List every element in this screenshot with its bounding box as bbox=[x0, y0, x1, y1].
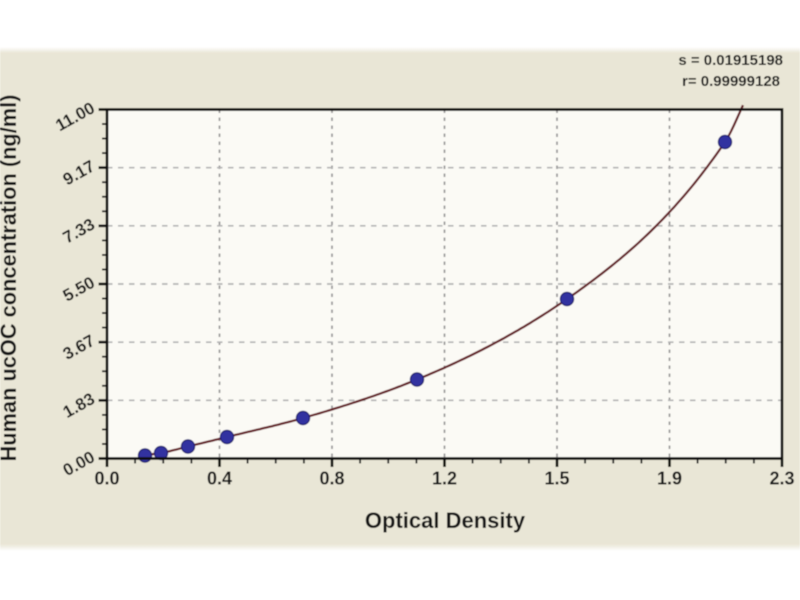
svg-text:s = 0.01915198: s = 0.01915198 bbox=[678, 52, 783, 69]
svg-text:Human ucOC concentration (ng/m: Human ucOC concentration (ng/ml) bbox=[0, 95, 21, 462]
svg-text:2.3: 2.3 bbox=[769, 469, 794, 489]
svg-text:0.4: 0.4 bbox=[207, 469, 232, 489]
svg-text:1.2: 1.2 bbox=[432, 469, 457, 489]
svg-text:0.8: 0.8 bbox=[319, 469, 344, 489]
svg-text:1.9: 1.9 bbox=[657, 469, 682, 489]
svg-text:0.0: 0.0 bbox=[94, 469, 119, 489]
svg-text:r= 0.99999128: r= 0.99999128 bbox=[682, 73, 780, 90]
svg-text:1.5: 1.5 bbox=[544, 469, 569, 489]
svg-text:Optical Density: Optical Density bbox=[365, 508, 526, 533]
